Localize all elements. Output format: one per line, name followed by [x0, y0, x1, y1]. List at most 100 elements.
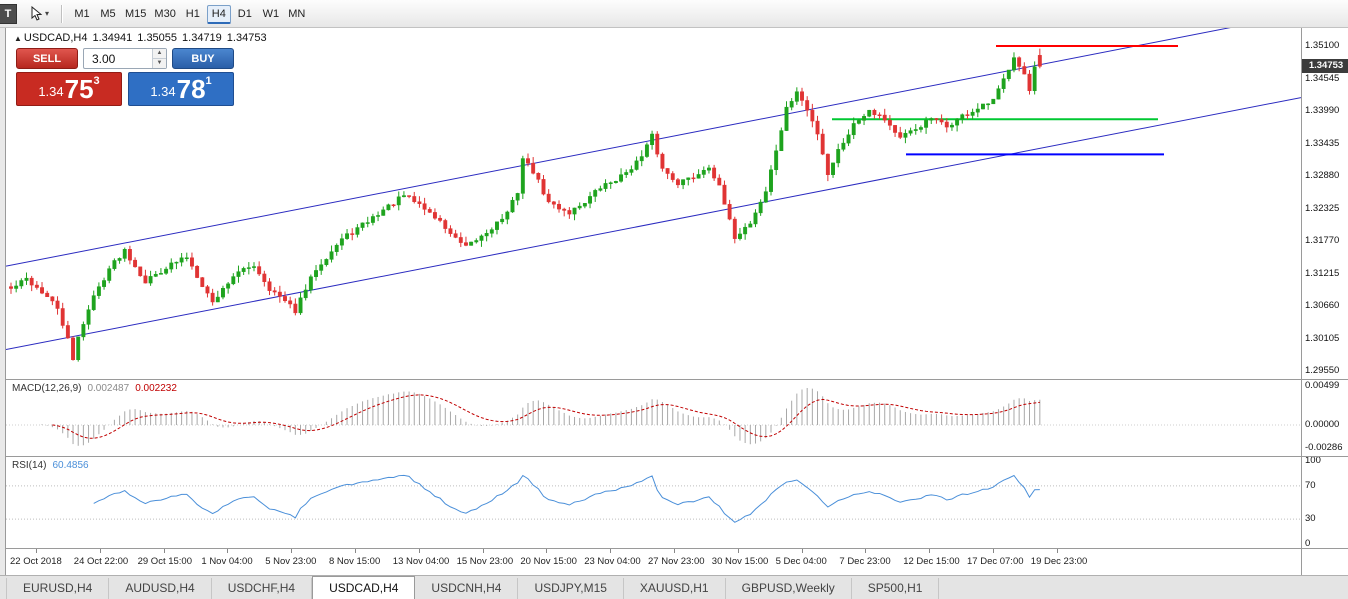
timeframe-button-M30[interactable]: M30	[154, 7, 176, 20]
time-tick	[482, 549, 484, 553]
one-click-trading-panel: SELL ▲ ▼ BUY 1.34 75 3	[16, 48, 234, 106]
plot-area: ▲ USDCAD,H4 1.34941 1.35055 1.34719 1.34753 S…	[6, 28, 1301, 575]
volume-spinner: ▲ ▼	[152, 49, 166, 68]
chart-ohlc-header: ▲ USDCAD,H4 1.34941 1.35055 1.34719 1.34753	[14, 32, 272, 44]
timeframe-button-M1[interactable]: M1	[74, 7, 90, 20]
time-axis-label: 24 Oct 22:00	[73, 556, 129, 567]
rsi-label: RSI(14) 60.4856	[12, 460, 89, 471]
chart-tab-GBPUSD-Weekly[interactable]: GBPUSD,Weekly	[726, 578, 852, 599]
chart-window: ▲ USDCAD,H4 1.34941 1.35055 1.34719 1.34753 S…	[5, 28, 1348, 575]
current-price-badge: 1.34753	[1302, 59, 1348, 74]
price-axis-label: 1.34545	[1305, 72, 1340, 84]
buy-price-button[interactable]: 1.34 78 1	[128, 72, 234, 106]
time-axis-label: 12 Dec 15:00	[903, 556, 960, 567]
rsi-axis-label: 70	[1305, 479, 1316, 491]
timeframe-button-W1[interactable]: W1	[262, 7, 280, 20]
templates-icon[interactable]: T	[0, 3, 17, 24]
toolbar-separator	[61, 4, 63, 23]
buy-button[interactable]: BUY	[172, 48, 234, 69]
time-tick	[291, 549, 293, 553]
spinner-up-icon[interactable]: ▲	[153, 49, 166, 58]
sell-price-pips: 75	[64, 74, 94, 104]
price-axis-label: 1.30660	[1305, 300, 1340, 311]
ohlc-open: 1.34941	[92, 32, 133, 44]
chart-tab-USDCAD-H4[interactable]: USDCAD,H4	[312, 576, 416, 599]
price-axis-label: 1.32325	[1305, 202, 1340, 214]
chart-tab-USDCHF-H4[interactable]: USDCHF,H4	[212, 578, 313, 599]
macd-label: MACD(12,26,9) 0.002487 0.002232	[12, 383, 177, 394]
timeframe-button-M15[interactable]: M15	[125, 7, 147, 20]
chart-tab-EURUSD-H4[interactable]: EURUSD,H4	[6, 578, 110, 599]
time-axis-label: 19 Dec 23:00	[1030, 556, 1088, 567]
timeframe-button-H1[interactable]: H1	[185, 7, 200, 20]
time-tick	[801, 549, 803, 553]
sell-price-button[interactable]: 1.34 75 3	[16, 72, 122, 106]
chart-tab-USDJPY-M15[interactable]: USDJPY,M15	[518, 578, 624, 599]
rsi-panel[interactable]	[6, 457, 1301, 548]
time-tick	[546, 549, 548, 553]
panel-separator[interactable]	[6, 379, 1348, 380]
price-axis-label: 1.35100	[1305, 40, 1340, 51]
time-axis-label: 29 Oct 15:00	[137, 556, 192, 567]
buy-price-point: 1	[205, 75, 212, 87]
time-axis-label: 13 Nov 04:00	[392, 556, 450, 567]
panel-separator[interactable]	[6, 548, 1348, 549]
timeframe-button-MN[interactable]: MN	[288, 7, 306, 20]
candlestick-chart[interactable]	[6, 28, 1301, 379]
spinner-down-icon[interactable]: ▼	[153, 58, 166, 68]
time-tick	[99, 549, 101, 553]
buy-price-pips: 78	[176, 74, 206, 104]
price-axis-label: 1.33435	[1305, 137, 1340, 149]
time-tick	[674, 549, 675, 553]
time-axis-label: 8 Nov 15:00	[329, 556, 381, 567]
time-axis[interactable]: 22 Oct 2018 24 Oct 22:00 29 Oct 15:00 1 Nov…	[6, 549, 1301, 575]
time-axis-label: 23 Nov 04:00	[584, 556, 641, 567]
time-axis-label: 5 Dec 04:00	[775, 556, 827, 567]
macd-axis-label: 0.00499	[1305, 380, 1340, 391]
timeframe-button-H4[interactable]: H4	[206, 4, 231, 24]
time-axis-label: 1 Nov 04:00	[201, 556, 253, 567]
time-tick	[227, 549, 229, 553]
macd-main-value: 0.002487	[87, 383, 130, 394]
top-toolbar: T ▾ M1 M5 M15 M30 H1 H4 D1 W1 MN	[0, 0, 1348, 28]
time-tick	[163, 549, 165, 553]
macd-name: MACD(12,26,9)	[12, 383, 82, 394]
chart-tab-SP500-H1[interactable]: SP500,H1	[852, 578, 940, 599]
price-axis-label: 1.31215	[1305, 267, 1340, 279]
price-axis[interactable]: 1.35100 1.34545 1.33990 1.33435 1.32880 1.323…	[1301, 28, 1348, 575]
time-tick	[737, 549, 739, 553]
macd-panel[interactable]	[6, 380, 1301, 456]
time-axis-label: 22 Oct 2018	[10, 556, 62, 567]
time-axis-label: 5 Nov 23:00	[265, 556, 317, 567]
chart-tab-USDCNH-H4[interactable]: USDCNH,H4	[415, 578, 519, 599]
cursor-icon	[31, 6, 43, 21]
time-tick	[929, 549, 931, 553]
time-axis-label: 15 Nov 23:00	[456, 556, 514, 567]
timeframe-button-M5[interactable]: M5	[100, 7, 116, 20]
price-axis-label: 1.29550	[1305, 365, 1340, 376]
chart-tab-AUDUSD-H4[interactable]: AUDUSD,H4	[109, 578, 212, 599]
sell-price-point: 3	[93, 75, 100, 87]
cursor-tool-button[interactable]: ▾	[25, 3, 54, 25]
price-axis-label: 1.31770	[1305, 235, 1340, 246]
timeframe-group: M1 M5 M15 M30 H1 H4 D1 W1 MN	[69, 4, 310, 24]
volume-input[interactable]	[84, 51, 152, 66]
chart-symbol: USDCAD,H4	[23, 32, 88, 44]
time-axis-label: 7 Dec 23:00	[839, 556, 891, 567]
sell-button[interactable]: SELL	[16, 48, 78, 69]
time-tick	[1056, 549, 1058, 553]
macd-axis-label: 0.00000	[1305, 419, 1340, 430]
channel-lower-line[interactable]	[6, 97, 1301, 351]
chart-tab-XAUUSD-H1[interactable]: XAUUSD,H1	[624, 578, 726, 599]
macd-signal-value: 0.002232	[135, 383, 177, 394]
sell-price-big-figure: 1.34	[38, 84, 64, 99]
timeframe-button-D1[interactable]: D1	[237, 7, 252, 20]
panel-separator[interactable]	[6, 456, 1348, 457]
ohlc-high: 1.35055	[137, 32, 178, 44]
ohlc-close: 1.34753	[226, 32, 267, 44]
time-axis-label: 27 Nov 23:00	[648, 556, 705, 567]
time-axis-label: 17 Dec 07:00	[967, 556, 1024, 567]
ohlc-low: 1.34719	[182, 32, 222, 44]
price-axis-label: 1.33990	[1305, 105, 1340, 116]
